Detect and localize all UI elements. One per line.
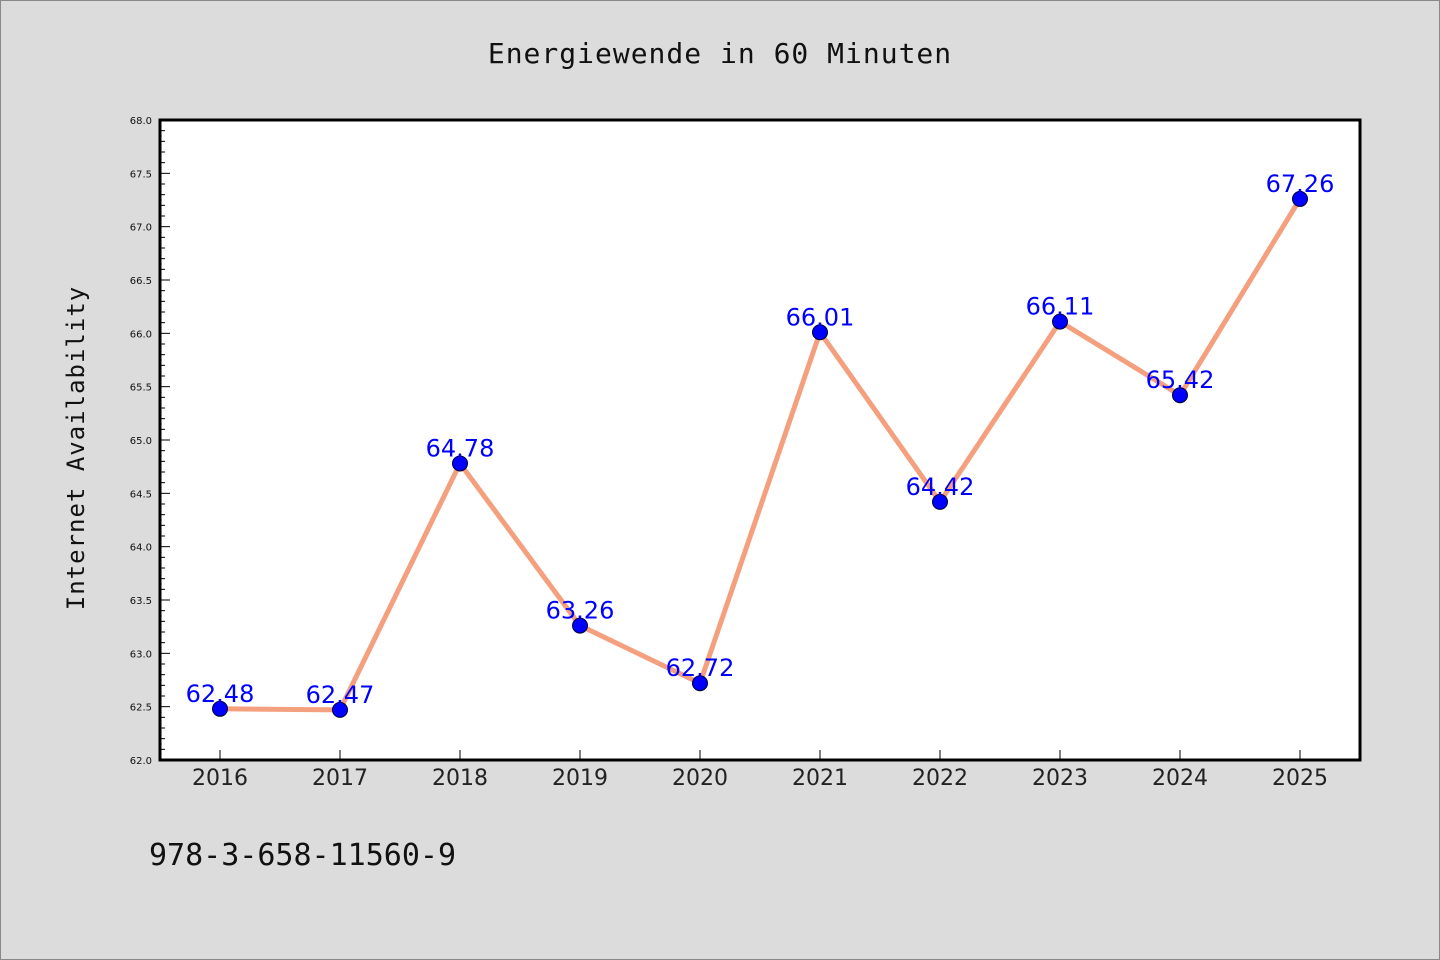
data-point	[212, 700, 228, 717]
data-labels-layer: 62.48 62.47 64.78 63.26 62.72 66.01 64.42 66.11…	[186, 170, 1335, 709]
y-tick-label: 65.5	[130, 383, 152, 394]
y-tick-label: 63.5	[130, 596, 152, 607]
data-point	[1292, 190, 1308, 207]
x-tick-label: 2019	[552, 766, 608, 791]
data-label: 67.26	[1266, 170, 1335, 198]
plot-area	[160, 120, 1360, 760]
y-tick-label: 67.0	[130, 223, 152, 234]
data-label: 63.26	[546, 597, 615, 625]
series-line	[217, 196, 1303, 713]
chart-title: Energiewende in 60 Minuten	[488, 37, 952, 70]
data-point	[812, 324, 828, 341]
data-point	[692, 675, 708, 692]
data-point	[452, 455, 468, 472]
data-label: 62.72	[666, 654, 735, 682]
x-tick-label: 2023	[1032, 766, 1088, 791]
series-line-layer	[217, 196, 1303, 713]
ticks-layer: 62.0 62.5 63.0 63.5 64.0 64.5 65.0 65.5 66.0 66.5…	[130, 116, 1328, 791]
x-tick-label: 2018	[432, 766, 488, 791]
y-tick-label: 65.0	[130, 436, 152, 447]
data-label: 66.01	[786, 303, 855, 331]
data-point	[1172, 387, 1188, 404]
isbn-footer: 978-3-658-11560-9	[149, 838, 456, 873]
data-label: 66.11	[1026, 293, 1095, 321]
data-label: 65.42	[1146, 366, 1215, 394]
y-tick-label: 68.0	[130, 116, 152, 127]
y-tick-label: 63.0	[130, 649, 152, 660]
y-tick-label: 64.0	[130, 543, 152, 554]
data-point	[932, 493, 948, 510]
x-tick-label: 2025	[1272, 766, 1328, 791]
x-tick-label: 2017	[312, 766, 368, 791]
data-point	[1052, 313, 1068, 330]
x-tick-label: 2022	[912, 766, 968, 791]
x-tick-label: 2024	[1152, 766, 1208, 791]
data-label: 62.48	[186, 680, 255, 708]
y-tick-label: 66.0	[130, 329, 152, 340]
x-tick-label: 2021	[792, 766, 848, 791]
data-label: 64.78	[426, 434, 495, 462]
data-point	[332, 701, 348, 718]
y-axis-label: Internet Availability	[62, 286, 90, 610]
data-point	[572, 617, 588, 634]
plot-frame	[158, 118, 1362, 762]
y-tick-label: 66.5	[130, 276, 152, 287]
data-label: 64.42	[906, 473, 975, 501]
data-label: 62.47	[306, 681, 375, 709]
y-tick-label: 64.5	[130, 489, 152, 500]
y-tick-label: 62.0	[130, 756, 152, 767]
x-tick-label: 2020	[672, 766, 728, 791]
y-tick-label: 62.5	[130, 703, 152, 714]
y-tick-label: 67.5	[130, 169, 152, 180]
markers-layer	[212, 190, 1308, 718]
x-tick-label: 2016	[192, 766, 248, 791]
